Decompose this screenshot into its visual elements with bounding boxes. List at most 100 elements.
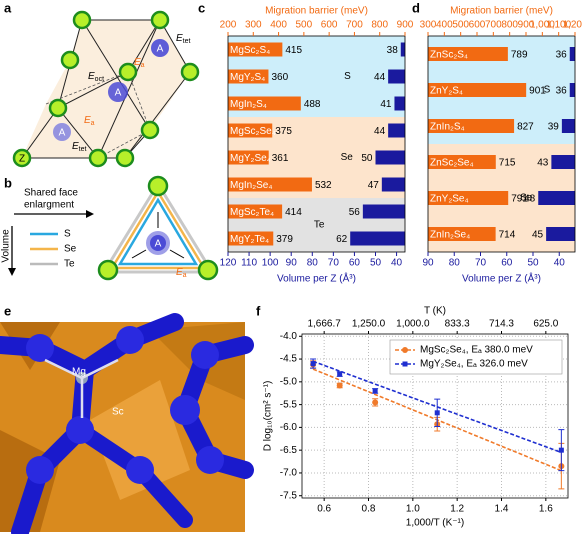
x-axis-label: Volume per Z (Å³) <box>462 272 541 285</box>
panel-label: e <box>4 303 11 318</box>
x2-tick-label: 800 <box>501 20 518 31</box>
y-tick-label: -7.5 <box>280 490 298 501</box>
x2-tick-label: 1,000.0 <box>396 319 430 330</box>
panel-label: a <box>4 0 12 15</box>
ion-label: A <box>59 128 66 139</box>
data-point <box>337 371 343 377</box>
bar <box>569 47 575 61</box>
value-label: 48 <box>524 194 536 205</box>
site-label: Z <box>19 154 25 165</box>
y-tick-label: -6.0 <box>280 422 298 433</box>
legend-marker <box>402 361 408 367</box>
value-label: 414 <box>285 207 302 218</box>
atom <box>126 456 154 484</box>
x2-tick-label: 300 <box>245 20 262 31</box>
panel-label: c <box>198 0 205 15</box>
bar <box>228 204 283 219</box>
data-point <box>372 388 378 394</box>
x2-tick-label: 400 <box>436 20 453 31</box>
subscript: a <box>141 62 145 69</box>
category-label: ZnY₂S₄ <box>430 86 463 97</box>
group-label: Se <box>341 152 354 163</box>
x-tick-label: 60 <box>501 258 513 269</box>
value-label: 38 <box>387 45 399 56</box>
x2-tick-label: 600 <box>469 20 486 31</box>
y-tick-label: -5.5 <box>280 399 298 410</box>
x2-tick-label: 1,200 <box>562 20 582 31</box>
bar <box>228 150 269 165</box>
category-label: MgIn₂Se₄ <box>230 180 272 191</box>
legend-label: S <box>64 229 71 240</box>
x-tick-label: 1.2 <box>450 504 464 515</box>
anion <box>12 148 32 168</box>
category-label: MgSc₂Se₄ <box>230 126 276 137</box>
x2-tick-label: 500 <box>296 20 313 31</box>
x-axis-label: 1,000/T (K⁻¹) <box>406 518 464 529</box>
data-point <box>310 361 316 367</box>
arrow-label: Shared face <box>24 188 78 199</box>
atom-label: Mg <box>72 367 86 378</box>
x2-tick-label: 700 <box>346 20 363 31</box>
value-label: 791 <box>511 194 528 205</box>
x-tick-label: 1.0 <box>406 504 420 515</box>
subscript: tet <box>79 146 87 153</box>
bar <box>569 83 575 97</box>
data-point <box>336 382 343 389</box>
x-tick-label: 120 <box>220 258 237 269</box>
anion <box>72 10 92 30</box>
anion <box>147 175 169 197</box>
anion <box>60 50 80 70</box>
ion <box>53 123 71 141</box>
value-label: 532 <box>315 180 332 191</box>
y-tick-label: -4.5 <box>280 354 298 365</box>
x2-tick-label: 500 <box>452 20 469 31</box>
value-label: 36 <box>556 86 568 97</box>
arrow <box>81 358 119 380</box>
ion <box>108 82 128 102</box>
bar <box>381 177 405 192</box>
triangle <box>117 197 199 266</box>
anion <box>180 62 200 82</box>
x-tick-label: 90 <box>286 258 298 269</box>
subscript: a <box>183 272 187 279</box>
anion <box>140 120 160 140</box>
bar <box>228 69 269 84</box>
category-label: ZnY₂Se₄ <box>430 194 469 205</box>
atom <box>26 334 54 362</box>
category-label: ZnSc₂S₄ <box>430 50 468 61</box>
value-label: 361 <box>272 153 289 164</box>
x-tick-label: 80 <box>307 258 319 269</box>
bar <box>375 150 405 165</box>
bar <box>428 155 496 169</box>
x-tick-label: 50 <box>527 258 539 269</box>
energy-label: Etet <box>72 141 87 153</box>
anion <box>48 98 68 118</box>
value-label: 375 <box>275 126 292 137</box>
x-tick-label: 50 <box>370 258 382 269</box>
arrow-head <box>8 268 16 276</box>
legend-marker <box>402 347 408 353</box>
bar <box>388 69 405 84</box>
x2-tick-label: 1,250.0 <box>352 319 386 330</box>
value-label: 36 <box>556 50 568 61</box>
value-label: 488 <box>304 99 321 110</box>
triangle <box>109 189 207 270</box>
x-tick-label: 1.6 <box>539 504 553 515</box>
bar <box>228 42 283 57</box>
legend-label: Se <box>64 244 77 255</box>
x-tick-label: 70 <box>328 258 340 269</box>
group-label: S <box>544 85 551 96</box>
value-label: 415 <box>285 45 302 56</box>
subscript: oct <box>95 76 104 83</box>
legend-label: Te <box>64 259 75 270</box>
legend-label: MgSc₂Se₄, Eₐ 380.0 meV <box>420 345 533 356</box>
energy-label: Ea <box>84 115 95 127</box>
x2-tick-label: 900 <box>518 20 535 31</box>
value-label: 360 <box>271 72 288 83</box>
energy-label: Ea <box>176 267 187 279</box>
x-tick-label: 40 <box>554 258 566 269</box>
data-point <box>434 410 440 416</box>
value-label: 47 <box>368 180 380 191</box>
y-tick-label: -7.0 <box>280 468 298 479</box>
arrow <box>131 249 147 259</box>
